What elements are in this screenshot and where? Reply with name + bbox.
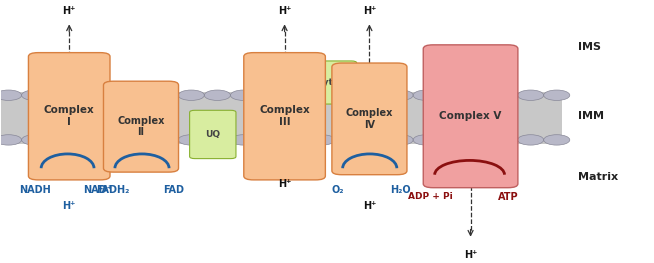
Circle shape <box>48 135 74 145</box>
Text: H⁺: H⁺ <box>63 6 76 16</box>
Circle shape <box>0 135 22 145</box>
Circle shape <box>256 135 283 145</box>
Circle shape <box>152 135 178 145</box>
FancyBboxPatch shape <box>423 45 518 188</box>
Text: Matrix: Matrix <box>578 172 619 182</box>
FancyBboxPatch shape <box>332 63 407 175</box>
Text: H₂O: H₂O <box>390 185 411 195</box>
Circle shape <box>309 135 335 145</box>
Circle shape <box>491 90 517 100</box>
FancyBboxPatch shape <box>28 53 110 180</box>
Text: Cyt. c: Cyt. c <box>316 78 345 87</box>
Circle shape <box>204 135 230 145</box>
Circle shape <box>178 90 204 100</box>
Circle shape <box>361 135 387 145</box>
Text: H⁺: H⁺ <box>464 250 477 260</box>
Circle shape <box>466 135 491 145</box>
Text: Complex
I: Complex I <box>44 105 95 127</box>
Circle shape <box>335 90 361 100</box>
Text: FAD: FAD <box>163 185 184 195</box>
FancyBboxPatch shape <box>103 81 179 172</box>
Circle shape <box>517 90 543 100</box>
Circle shape <box>230 90 256 100</box>
Text: Complex V: Complex V <box>439 111 502 121</box>
Circle shape <box>74 90 100 100</box>
Text: Complex
IV: Complex IV <box>346 108 393 130</box>
Circle shape <box>543 90 570 100</box>
Circle shape <box>309 90 335 100</box>
Circle shape <box>74 135 100 145</box>
Circle shape <box>466 90 491 100</box>
Circle shape <box>178 135 204 145</box>
FancyBboxPatch shape <box>190 110 236 159</box>
Text: ATP: ATP <box>498 191 519 201</box>
Text: H⁺: H⁺ <box>363 6 376 16</box>
Circle shape <box>283 90 309 100</box>
Text: IMS: IMS <box>578 42 601 52</box>
Circle shape <box>100 135 126 145</box>
Circle shape <box>335 135 361 145</box>
Bar <box>1 92 562 144</box>
Text: H⁺: H⁺ <box>63 201 76 211</box>
Text: IMM: IMM <box>578 111 604 121</box>
Circle shape <box>126 90 152 100</box>
Circle shape <box>283 135 309 145</box>
Circle shape <box>387 135 413 145</box>
Text: Complex
III: Complex III <box>259 105 310 127</box>
Circle shape <box>126 135 152 145</box>
Text: ADP + Pi: ADP + Pi <box>407 191 453 201</box>
Circle shape <box>256 90 283 100</box>
Text: NADH: NADH <box>19 185 50 195</box>
FancyBboxPatch shape <box>304 61 356 104</box>
Circle shape <box>100 90 126 100</box>
Text: H⁺: H⁺ <box>363 201 376 211</box>
Text: UQ: UQ <box>205 130 220 139</box>
Circle shape <box>491 135 517 145</box>
Circle shape <box>230 135 256 145</box>
Circle shape <box>22 135 48 145</box>
Circle shape <box>152 90 178 100</box>
FancyBboxPatch shape <box>244 53 326 180</box>
Circle shape <box>361 90 387 100</box>
Circle shape <box>22 90 48 100</box>
Text: FADH₂: FADH₂ <box>96 185 129 195</box>
Circle shape <box>543 135 570 145</box>
Text: H⁺: H⁺ <box>278 179 291 189</box>
Circle shape <box>517 135 543 145</box>
Text: H⁺: H⁺ <box>464 65 477 75</box>
Text: NAD⁺: NAD⁺ <box>83 185 112 195</box>
Circle shape <box>439 135 466 145</box>
Circle shape <box>0 90 22 100</box>
Text: H⁺: H⁺ <box>278 6 291 16</box>
Text: O₂: O₂ <box>331 185 344 195</box>
Circle shape <box>413 90 439 100</box>
Text: Complex
II: Complex II <box>117 116 165 138</box>
Circle shape <box>387 90 413 100</box>
Circle shape <box>204 90 230 100</box>
Circle shape <box>439 90 466 100</box>
Circle shape <box>413 135 439 145</box>
Circle shape <box>48 90 74 100</box>
